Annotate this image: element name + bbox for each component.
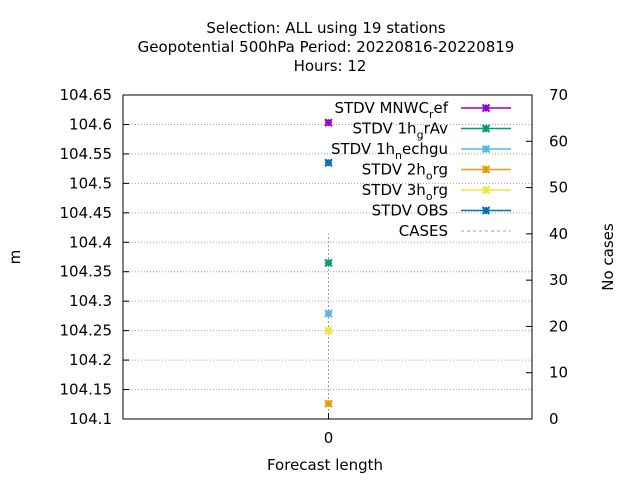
y2-tick-label: 60 <box>549 132 568 150</box>
y-tick-label: 104.45 <box>60 204 113 222</box>
legend-marker <box>481 165 491 174</box>
data-point <box>324 258 333 268</box>
point-marker <box>324 118 333 127</box>
y-tick-label: 104.35 <box>60 263 113 281</box>
y-tick-label: 104.55 <box>60 145 113 163</box>
legend-label: STDV 1hgrAv <box>353 120 449 142</box>
y2-axis-label: No cases <box>599 223 617 291</box>
chart-title: Selection: ALL using 19 stations Geopote… <box>138 19 515 75</box>
legend-label: CASES <box>399 222 448 240</box>
data-point <box>324 309 333 318</box>
data-point <box>324 158 333 167</box>
plot-border <box>122 94 533 420</box>
y2-axis-ticks: 0 10 20 30 40 50 60 70 <box>526 86 568 428</box>
y2-tick-label: 70 <box>549 86 568 104</box>
legend-marker <box>481 124 491 133</box>
point-marker <box>324 326 333 335</box>
legend-entry: STDV 2horg <box>362 161 511 183</box>
data-points <box>324 118 333 408</box>
legend-label: STDV 1hnechgu <box>331 140 448 162</box>
legend-marker <box>481 103 491 113</box>
point-marker <box>324 399 333 408</box>
title-line-2: Geopotential 500hPa Period: 20220816-202… <box>138 38 515 56</box>
data-point <box>324 399 333 408</box>
legend-marker <box>481 185 491 195</box>
y-tick-label: 104.6 <box>69 115 112 133</box>
legend-entry: STDV 3horg <box>362 181 511 203</box>
point-marker <box>481 165 491 174</box>
legend-label: STDV 2horg <box>362 161 448 183</box>
y-tick-label: 104.15 <box>60 381 113 399</box>
title-line-1: Selection: ALL using 19 stations <box>206 19 445 37</box>
data-point <box>324 326 333 335</box>
y-tick-label: 104.3 <box>69 292 112 310</box>
y2-tick-label: 20 <box>549 317 568 335</box>
x-axis-ticks: 0 <box>324 413 334 447</box>
legend-marker <box>481 144 491 154</box>
y2-tick-label: 40 <box>549 225 568 243</box>
point-marker <box>324 158 333 167</box>
point-marker <box>481 206 491 215</box>
legend-entry: STDV 1hnechgu <box>331 140 511 162</box>
y-tick-label: 104.2 <box>69 351 112 369</box>
point-marker <box>481 185 491 195</box>
title-line-3: Hours: 12 <box>294 57 367 75</box>
y2-tick-label: 0 <box>549 410 559 428</box>
point-marker <box>481 124 491 133</box>
y-axis-ticks: 104.1 104.15 104.2 104.25 104.3 104.35 104.4 10… <box>60 86 129 428</box>
y2-tick-label: 50 <box>549 179 568 197</box>
point-marker <box>324 309 333 318</box>
y-axis-label: m <box>6 250 24 265</box>
legend-entry-cases: CASES <box>399 222 511 240</box>
legend-label: STDV 3horg <box>362 181 448 203</box>
y-tick-label: 104.4 <box>69 233 112 251</box>
x-tick-label: 0 <box>324 429 334 447</box>
legend-entry: STDV MNWCref <box>334 99 511 121</box>
legend-entry: STDV 1hgrAv <box>353 120 511 142</box>
x-axis-label: Forecast length <box>267 456 383 474</box>
y2-tick-label: 10 <box>549 364 568 382</box>
point-marker <box>324 258 333 268</box>
y-tick-label: 104.25 <box>60 322 113 340</box>
legend-label: STDV MNWCref <box>334 99 448 121</box>
point-marker <box>481 103 491 113</box>
legend-marker <box>481 206 491 215</box>
legend-label: STDV OBS <box>372 202 448 220</box>
data-point <box>324 118 333 127</box>
y-tick-label: 104.1 <box>69 410 112 428</box>
y-tick-label: 104.5 <box>69 174 112 192</box>
legend-entry: STDV OBS <box>372 202 511 220</box>
y2-tick-label: 30 <box>549 271 568 289</box>
point-marker <box>481 144 491 154</box>
y-tick-label: 104.65 <box>60 86 113 104</box>
